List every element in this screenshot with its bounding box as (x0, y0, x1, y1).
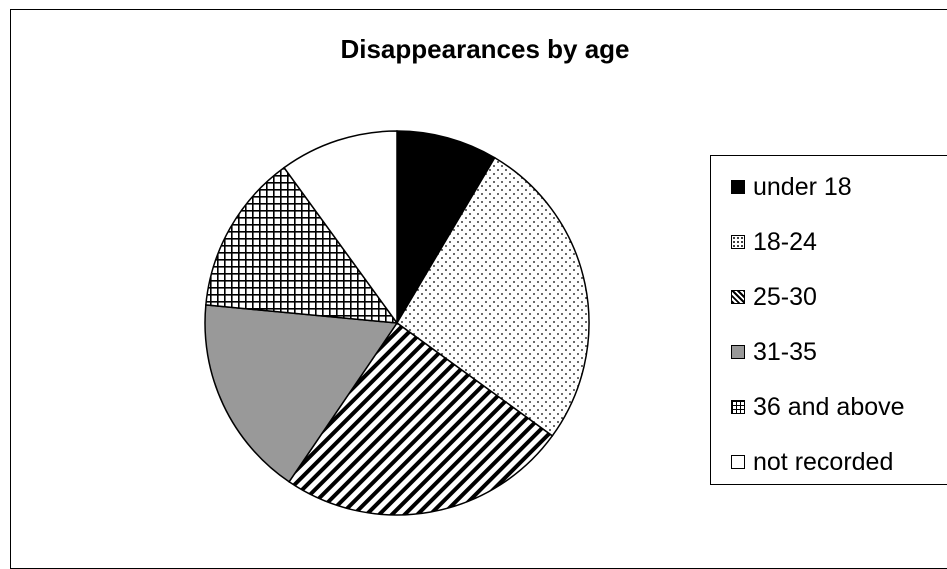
pie-slice-not-recorded (283, 130, 398, 326)
legend-label: 31-35 (753, 337, 817, 366)
pie-slice-under-18 (396, 130, 496, 326)
legend-swatch-36-and-above (731, 400, 745, 414)
legend-label: not recorded (753, 447, 894, 476)
pie-slice-31-35 (204, 304, 399, 483)
legend-swatch-31-35 (731, 345, 745, 359)
chart-title: Disappearances by age (340, 34, 630, 64)
legend-item: not recorded (731, 447, 893, 477)
pie-slice-36-and-above (205, 166, 399, 324)
legend-label: 25-30 (753, 282, 817, 311)
legend-swatch-not-recorded (731, 455, 745, 469)
pie-slice-25-30 (288, 321, 554, 516)
legend-swatch-18-24 (731, 235, 745, 249)
legend-label: 18-24 (753, 227, 817, 256)
legend-item: 36 and above (731, 392, 905, 422)
pie-slice-18-24 (396, 156, 590, 437)
legend: under 18 18-24 25-30 31-35 36 and above … (710, 155, 947, 485)
legend-label: 36 and above (753, 392, 905, 421)
legend-item: 31-35 (731, 337, 817, 367)
legend-item: under 18 (731, 172, 852, 202)
legend-swatch-under-18 (731, 180, 745, 194)
pie-chart (204, 130, 590, 516)
legend-item: 25-30 (731, 282, 817, 312)
legend-swatch-25-30 (731, 290, 745, 304)
legend-label: under 18 (753, 172, 852, 201)
legend-item: 18-24 (731, 227, 817, 257)
